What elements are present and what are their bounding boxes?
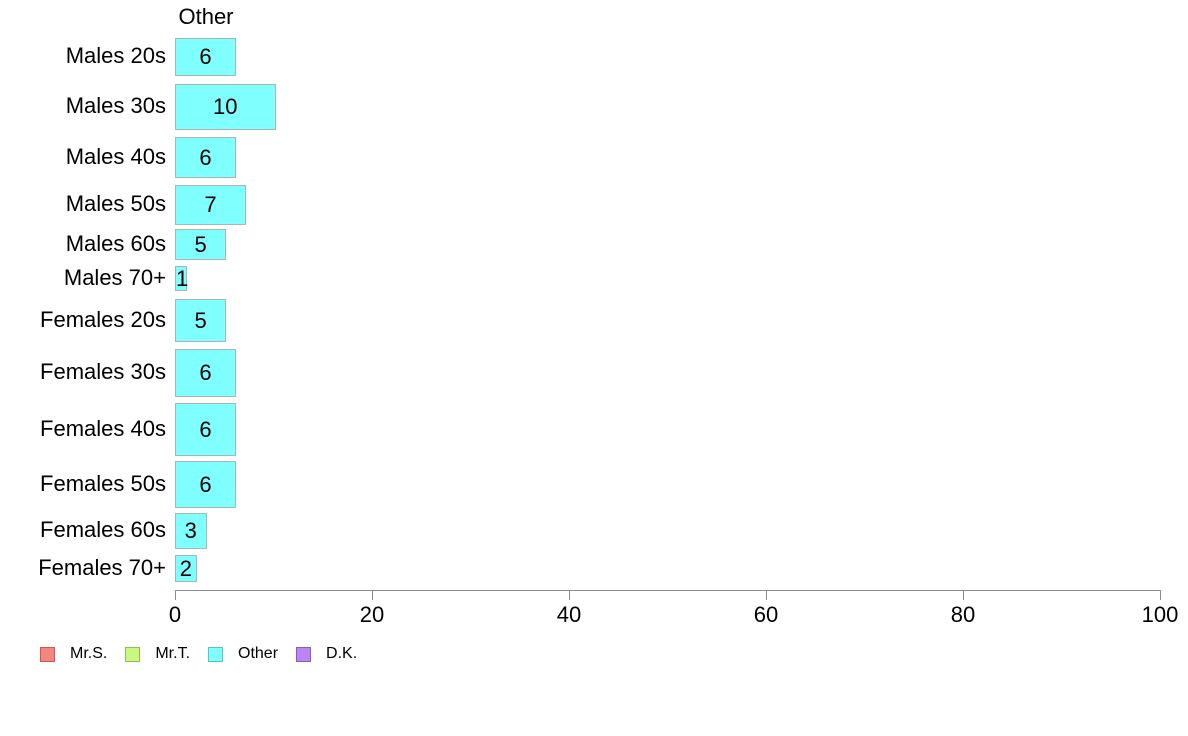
bar-value-label: 5 <box>194 308 207 333</box>
bar-value-label: 6 <box>199 360 212 385</box>
category-label: Males 60s <box>65 230 166 256</box>
legend-label: Mr.S. <box>70 645 108 662</box>
x-tick-label: 40 <box>556 602 582 627</box>
bar-value-label: 6 <box>199 417 212 442</box>
x-tick-label: 100 <box>1141 602 1179 627</box>
x-tick-label: 0 <box>168 602 182 627</box>
bar-value-label: 2 <box>179 556 192 581</box>
bar: 6 <box>175 137 237 178</box>
category-label: Females 30s <box>40 359 166 384</box>
legend: Mr.S. Mr.T. Other D.K. <box>40 645 375 663</box>
x-tick-mark <box>765 590 767 600</box>
legend-swatch-mrt <box>125 646 141 662</box>
bar: 6 <box>175 349 237 397</box>
x-tick-mark <box>1159 590 1161 600</box>
category-label: Males 40s <box>65 143 166 169</box>
bar-value-label: 10 <box>213 94 238 119</box>
legend-swatch-dk <box>296 646 312 662</box>
bar-value-label: 7 <box>204 192 217 217</box>
bar: 1 <box>175 266 189 291</box>
bar: 7 <box>175 185 246 225</box>
x-tick-mark <box>962 590 964 600</box>
category-label: Females 40s <box>40 415 166 441</box>
bar: 3 <box>175 513 207 549</box>
bar: 2 <box>175 555 197 582</box>
bar: 6 <box>175 461 237 508</box>
bar-value-label: 5 <box>194 232 207 257</box>
bar-value-label: 6 <box>199 472 212 497</box>
bar: 5 <box>175 229 227 260</box>
bar-value-label: 1 <box>176 266 189 291</box>
category-label: Males 50s <box>65 191 166 216</box>
category-label: Females 70+ <box>38 554 166 580</box>
bar: 10 <box>175 84 276 130</box>
bar: 5 <box>175 299 227 342</box>
x-tick-label: 80 <box>950 602 976 627</box>
legend-label: Other <box>238 645 279 662</box>
x-axis-line <box>175 590 1160 591</box>
legend-label: Mr.T. <box>155 645 191 662</box>
category-label: Females 50s <box>40 470 166 496</box>
bar: 6 <box>175 38 237 76</box>
bar-value-label: 6 <box>199 145 212 170</box>
category-label: Females 20s <box>40 306 166 332</box>
legend-swatch-other <box>208 646 224 662</box>
category-label: Females 60s <box>40 517 166 542</box>
panel-title: Other <box>178 4 234 29</box>
x-tick-mark <box>174 590 176 600</box>
legend-label: D.K. <box>326 645 358 662</box>
x-tick-label: 20 <box>359 602 385 627</box>
bar-value-label: 6 <box>199 44 212 69</box>
category-label: Males 70+ <box>63 264 166 290</box>
bar: 6 <box>175 403 237 456</box>
category-label: Males 30s <box>65 93 166 118</box>
bar-value-label: 3 <box>184 518 197 543</box>
x-tick-mark <box>568 590 570 600</box>
x-tick-mark <box>371 590 373 600</box>
legend-swatch-mrs <box>40 646 55 662</box>
category-label: Males 20s <box>65 43 166 68</box>
x-tick-label: 60 <box>753 602 779 627</box>
